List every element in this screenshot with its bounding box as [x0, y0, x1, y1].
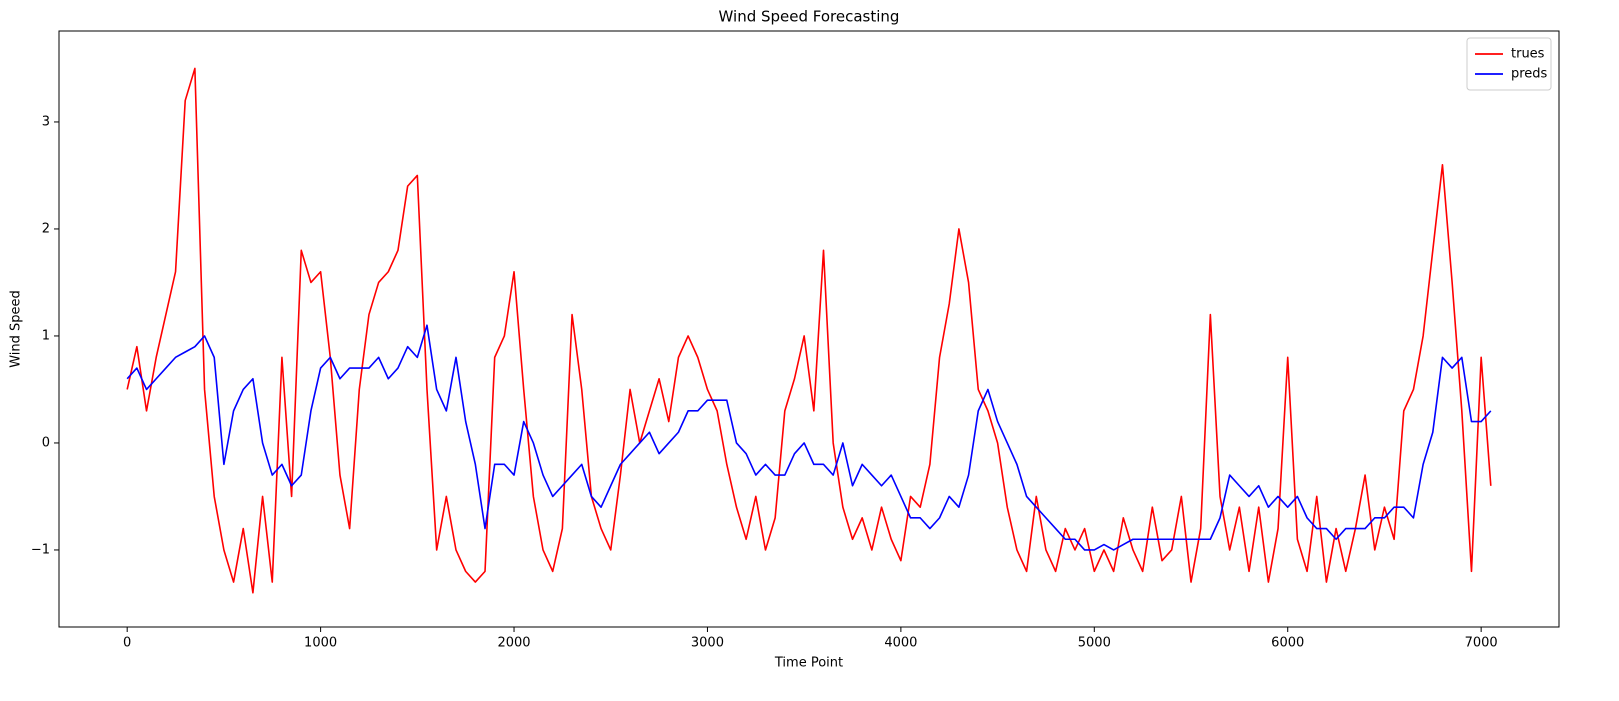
chart-title: Wind Speed Forecasting: [719, 8, 900, 26]
y-tick-label: 3: [42, 114, 50, 129]
y-tick-label: 0: [42, 435, 50, 450]
x-tick-label: 6000: [1271, 636, 1304, 651]
axes-frame: [58, 30, 1560, 628]
x-tick-label: 2000: [497, 636, 530, 651]
y-tick-label: 2: [42, 221, 50, 236]
data-line: [126, 324, 1492, 551]
y-tick-label: −1: [31, 542, 50, 557]
x-tick-label: 0: [123, 636, 131, 651]
x-tick-label: 4000: [884, 636, 917, 651]
y-tick-label: 1: [42, 328, 50, 343]
x-tick-label: 1000: [304, 636, 337, 651]
data-line: [126, 67, 1492, 594]
x-tick-label: 7000: [1465, 636, 1498, 651]
x-axis-label: Time Point: [774, 656, 843, 671]
legend-box: [1466, 37, 1552, 91]
y-axis-label: Wind Speed: [9, 290, 24, 368]
legend-label: trues: [1511, 47, 1545, 62]
x-tick-label: 3000: [691, 636, 724, 651]
legend-label: preds: [1511, 67, 1548, 82]
x-tick-label: 5000: [1078, 636, 1111, 651]
